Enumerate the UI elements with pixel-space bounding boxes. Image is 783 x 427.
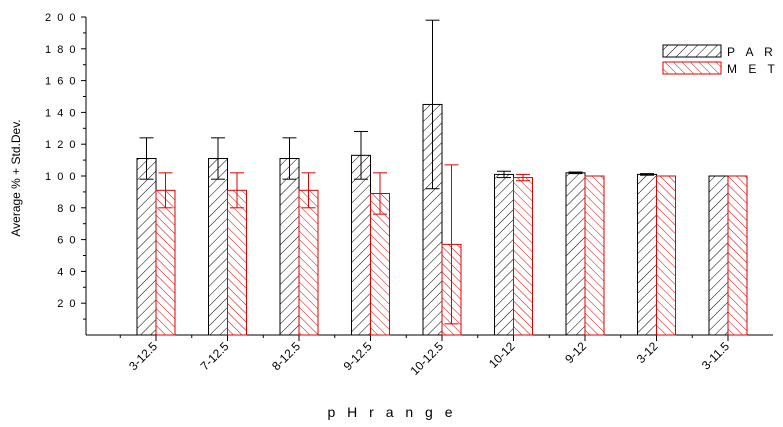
bar-par	[279, 158, 300, 336]
x-tick-label: 7-12.5	[198, 339, 232, 373]
bar-par	[351, 154, 371, 336]
y-tick-label: 1 8 0	[45, 44, 77, 56]
bar-met	[727, 175, 748, 336]
x-axis-title: p H r a n g e	[327, 404, 456, 420]
bars	[136, 103, 748, 336]
legend-label: P A R	[727, 45, 777, 59]
x-axis: 3-12.5 7-12.5 8-12.5 9-12.5 10-12.5 10-12 9-12…	[86, 334, 773, 378]
y-tick-label: 6 0	[57, 235, 77, 247]
bar-par	[494, 173, 514, 336]
y-tick-label: 1 0 0	[45, 171, 77, 183]
bar-par	[637, 173, 657, 336]
bar-met	[155, 189, 176, 336]
y-axis-title: Average % + Std.Dev.	[9, 119, 23, 236]
bar-met	[513, 177, 533, 336]
legend-swatch-met	[662, 61, 722, 75]
bar-met	[584, 175, 605, 336]
y-tick-label: 8 0	[57, 203, 77, 215]
error-bars	[139, 19, 654, 325]
x-tick-label: 3-11.5	[699, 339, 733, 373]
y-tick-label: 1 2 0	[45, 139, 77, 151]
y-tick-label: 2 0 0	[45, 12, 77, 24]
y-tick-label: 1 6 0	[45, 76, 77, 88]
plot-area: 2 0 4 0 6 0 8 0 1 0 0 1 2 0 1 4 0 1 6 0 1 8 0 2 0…	[45, 12, 773, 378]
x-tick-label: 8-12.5	[269, 339, 303, 373]
x-tick-label: 10-12	[486, 339, 518, 371]
bar-met	[298, 189, 319, 336]
legend: P A R M E T	[662, 44, 779, 76]
bar-par	[708, 175, 729, 336]
bar-met	[370, 192, 390, 336]
x-tick-label: 3-12.5	[126, 339, 160, 373]
x-tick-label: 3-12	[634, 339, 661, 366]
bar-par	[136, 158, 157, 336]
x-tick-label: 10-12.5	[407, 339, 446, 378]
x-tick-label: 9-12	[562, 339, 589, 366]
bar-par	[208, 158, 228, 336]
legend-label: M E T	[727, 62, 779, 76]
bar-met	[227, 189, 247, 336]
y-tick-label: 2 0	[57, 298, 77, 310]
x-tick-label: 9-12.5	[341, 339, 375, 373]
y-tick-label: 1 4 0	[45, 107, 77, 119]
legend-swatch-par	[662, 44, 722, 58]
bar-par	[565, 172, 586, 336]
y-tick-label: 4 0	[57, 266, 77, 278]
y-axis: 2 0 4 0 6 0 8 0 1 0 0 1 2 0 1 4 0 1 6 0 1 8 0 2 0…	[45, 12, 87, 335]
bar-met	[656, 175, 676, 336]
